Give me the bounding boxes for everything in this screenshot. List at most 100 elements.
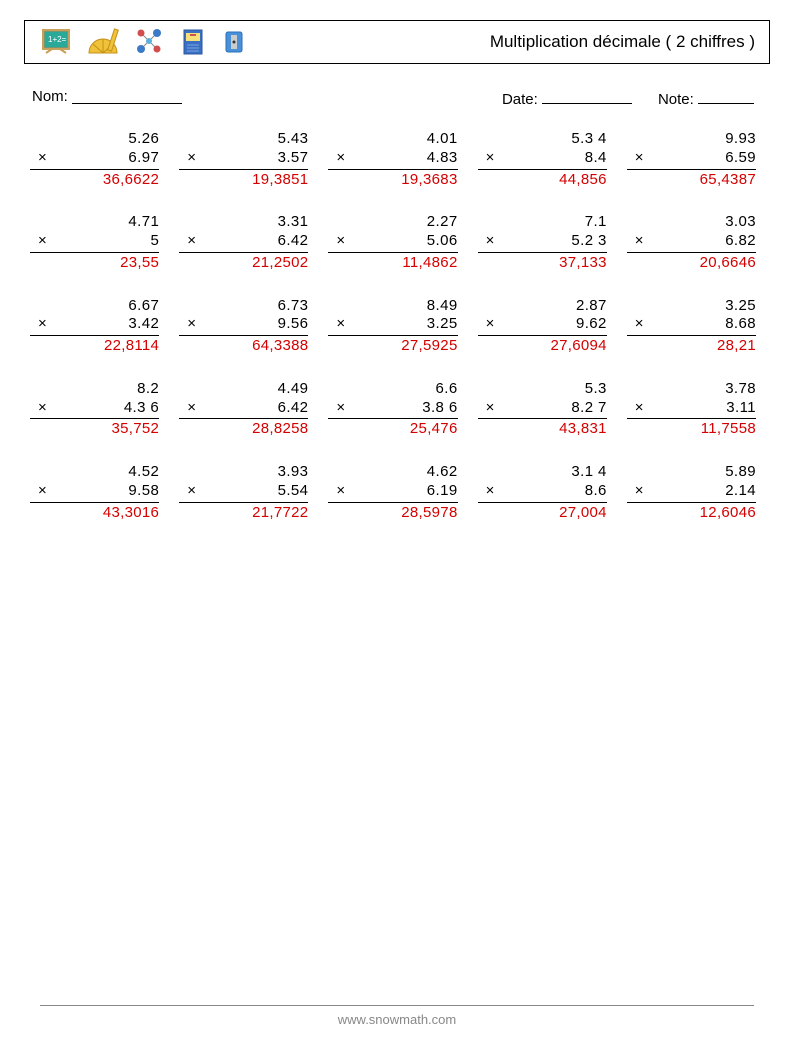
multiplier: 4.3 6 (124, 399, 159, 418)
multiplier-row: ×8.4 (478, 149, 607, 170)
multiplicand: 4.52 (128, 463, 159, 482)
problem-cell: 8.2×4.3 635,752 (30, 380, 167, 439)
multiplicand: 8.49 (427, 297, 458, 316)
multiplier: 5.54 (278, 482, 309, 501)
answer: 37,133 (559, 253, 607, 273)
multiplicand: 2.27 (427, 213, 458, 232)
multiplier: 8.6 (585, 482, 607, 501)
multiplicand: 4.71 (128, 213, 159, 232)
multiplier: 6.97 (128, 149, 159, 168)
multiplier: 5.2 3 (571, 232, 606, 251)
multiply-sign: × (30, 315, 47, 334)
date-field: Date: (502, 88, 632, 108)
multiplicand: 3.1 4 (571, 463, 606, 482)
sharpener-icon (221, 27, 247, 57)
multiplier: 9.56 (278, 315, 309, 334)
multiply-sign: × (328, 315, 345, 334)
answer: 35,752 (112, 419, 160, 439)
multiplier-row: × 6.97 (30, 149, 159, 170)
answer: 28,8258 (252, 419, 308, 439)
multiply-sign: × (179, 399, 196, 418)
problem-cell: 8.49×3.2527,5925 (328, 297, 465, 356)
answer: 19,3851 (252, 170, 308, 190)
multiply-sign: × (179, 232, 196, 251)
multiplicand: 2.87 (576, 297, 607, 316)
multiplier: 8.68 (725, 315, 756, 334)
answer: 21,2502 (252, 253, 308, 273)
problem-cell: 3.03×6.8220,6646 (627, 213, 764, 272)
multiplicand: 3.31 (278, 213, 309, 232)
problem-cell: 4.01×4.8319,3683 (328, 130, 465, 189)
multiplicand: 7.1 (585, 213, 607, 232)
answer: 23,55 (120, 253, 159, 273)
multiply-sign: × (627, 149, 644, 168)
multiplier-row: ×9.62 (478, 315, 607, 336)
multiplier: 9.58 (128, 482, 159, 501)
answer: 28,5978 (401, 503, 457, 523)
multiplier-row: ×5 (30, 232, 159, 253)
svg-text:1+2=: 1+2= (48, 35, 67, 44)
answer: 22,8114 (104, 336, 159, 356)
multiplier: 6.42 (278, 232, 309, 251)
book-icon (179, 27, 207, 57)
multiplier-row: ×6.19 (328, 482, 457, 503)
answer: 36,6622 (103, 170, 159, 190)
multiply-sign: × (179, 149, 196, 168)
problem-cell: 6.6×3.8 625,476 (328, 380, 465, 439)
note-field: Note: (658, 88, 754, 108)
multiply-sign: × (30, 149, 47, 168)
multiplier: 3.42 (128, 315, 159, 334)
multiplier: 9.62 (576, 315, 607, 334)
multiplier-row: ×8.2 7 (478, 399, 607, 420)
protractor-icon (87, 27, 119, 57)
answer: 65,4387 (700, 170, 756, 190)
answer: 12,6046 (700, 503, 756, 523)
multiplicand: 6.67 (128, 297, 159, 316)
multiplier-row: ×6.59 (627, 149, 756, 170)
problem-cell: 5.43×3.5719,3851 (179, 130, 316, 189)
multiplicand: 5.3 (585, 380, 607, 399)
note-label: Note: (658, 91, 694, 108)
multiply-sign: × (328, 149, 345, 168)
multiply-sign: × (328, 482, 345, 501)
multiplier: 3.25 (427, 315, 458, 334)
problem-cell: 4.49×6.4228,8258 (179, 380, 316, 439)
answer: 64,3388 (252, 336, 308, 356)
multiplier-row: ×6.42 (179, 399, 308, 420)
multiplicand: 3.03 (725, 213, 756, 232)
multiplier-row: ×2.14 (627, 482, 756, 503)
multiply-sign: × (30, 399, 47, 418)
multiplier: 5 (150, 232, 159, 251)
multiplicand: 3.93 (278, 463, 309, 482)
multiplier-row: ×5.54 (179, 482, 308, 503)
problem-cell: 2.87×9.6227,6094 (478, 297, 615, 356)
multiplicand: 9.93 (725, 130, 756, 149)
footer-divider (40, 1005, 754, 1006)
header-box: 1+2= (24, 20, 770, 64)
date-label: Date: (502, 91, 538, 108)
multiply-sign: × (328, 232, 345, 251)
problem-cell: 4.62×6.1928,5978 (328, 463, 465, 522)
multiplier-row: ×6.82 (627, 232, 756, 253)
multiply-sign: × (30, 232, 47, 251)
multiplier: 8.4 (585, 149, 607, 168)
answer: 44,856 (559, 170, 607, 190)
multiplicand: 5.89 (725, 463, 756, 482)
answer: 19,3683 (401, 170, 457, 190)
multiplicand: 4.01 (427, 130, 458, 149)
multiply-sign: × (627, 399, 644, 418)
problem-cell: 6.73×9.5664,3388 (179, 297, 316, 356)
answer: 20,6646 (700, 253, 756, 273)
problem-cell: 5.3×8.2 743,831 (478, 380, 615, 439)
multiply-sign: × (627, 482, 644, 501)
multiplicand: 5.3 4 (571, 130, 606, 149)
problem-cell: 9.93×6.5965,4387 (627, 130, 764, 189)
multiply-sign: × (627, 232, 644, 251)
nom-blank (72, 88, 182, 104)
multiplicand: 6.73 (278, 297, 309, 316)
answer: 25,476 (410, 419, 458, 439)
multiplicand: 5.43 (278, 130, 309, 149)
multiply-sign: × (478, 482, 495, 501)
multiplicand: 4.49 (278, 380, 309, 399)
footer-text: www.snowmath.com (0, 1012, 794, 1027)
